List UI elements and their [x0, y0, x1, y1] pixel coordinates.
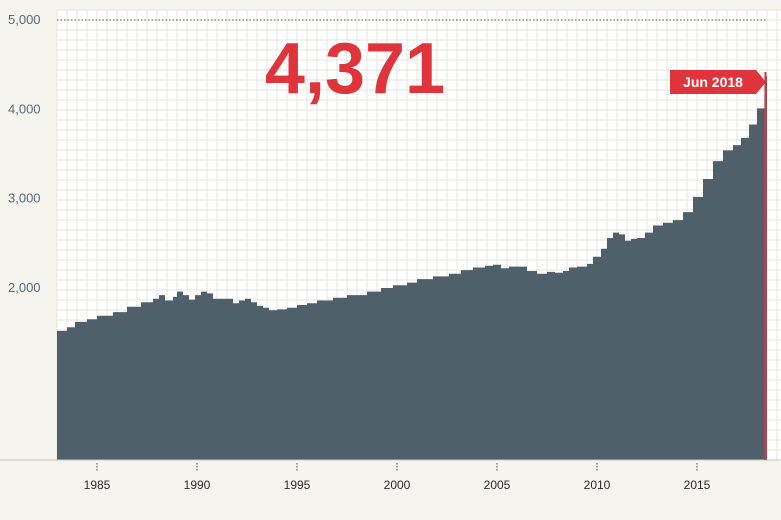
end-marker-label-box	[670, 70, 756, 94]
x-tick-label: 1995	[284, 478, 311, 492]
x-tick-label: 1990	[184, 478, 211, 492]
y-tick-label: 2,000	[8, 280, 41, 295]
x-tick-label: 2005	[484, 478, 511, 492]
end-marker: Jun 2018	[670, 70, 767, 460]
end-marker-label: Jun 2018	[683, 74, 743, 90]
highlight-value: 4,371	[265, 29, 445, 109]
y-tick-labels: 2,000 3,000 4,000 5,000	[8, 12, 41, 295]
area-series	[57, 76, 767, 460]
x-tick-label: 2000	[384, 478, 411, 492]
y-tick-label: 5,000	[8, 12, 41, 27]
area-layer	[57, 76, 767, 460]
y-tick-label: 3,000	[8, 191, 41, 206]
x-tick-labels: 1985 1990 1995 2000 2005 2010 2015	[84, 463, 711, 492]
y-tick-label: 4,000	[8, 101, 41, 116]
x-tick-label: 1985	[84, 478, 111, 492]
x-tick-label: 2010	[584, 478, 611, 492]
x-tick-label: 2015	[684, 478, 711, 492]
end-marker-pointer	[756, 70, 766, 94]
axes	[0, 19, 781, 461]
